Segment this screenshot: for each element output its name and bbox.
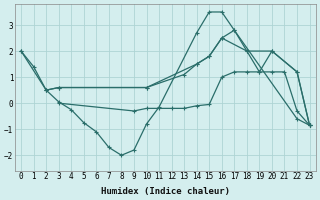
X-axis label: Humidex (Indice chaleur): Humidex (Indice chaleur) <box>101 187 230 196</box>
